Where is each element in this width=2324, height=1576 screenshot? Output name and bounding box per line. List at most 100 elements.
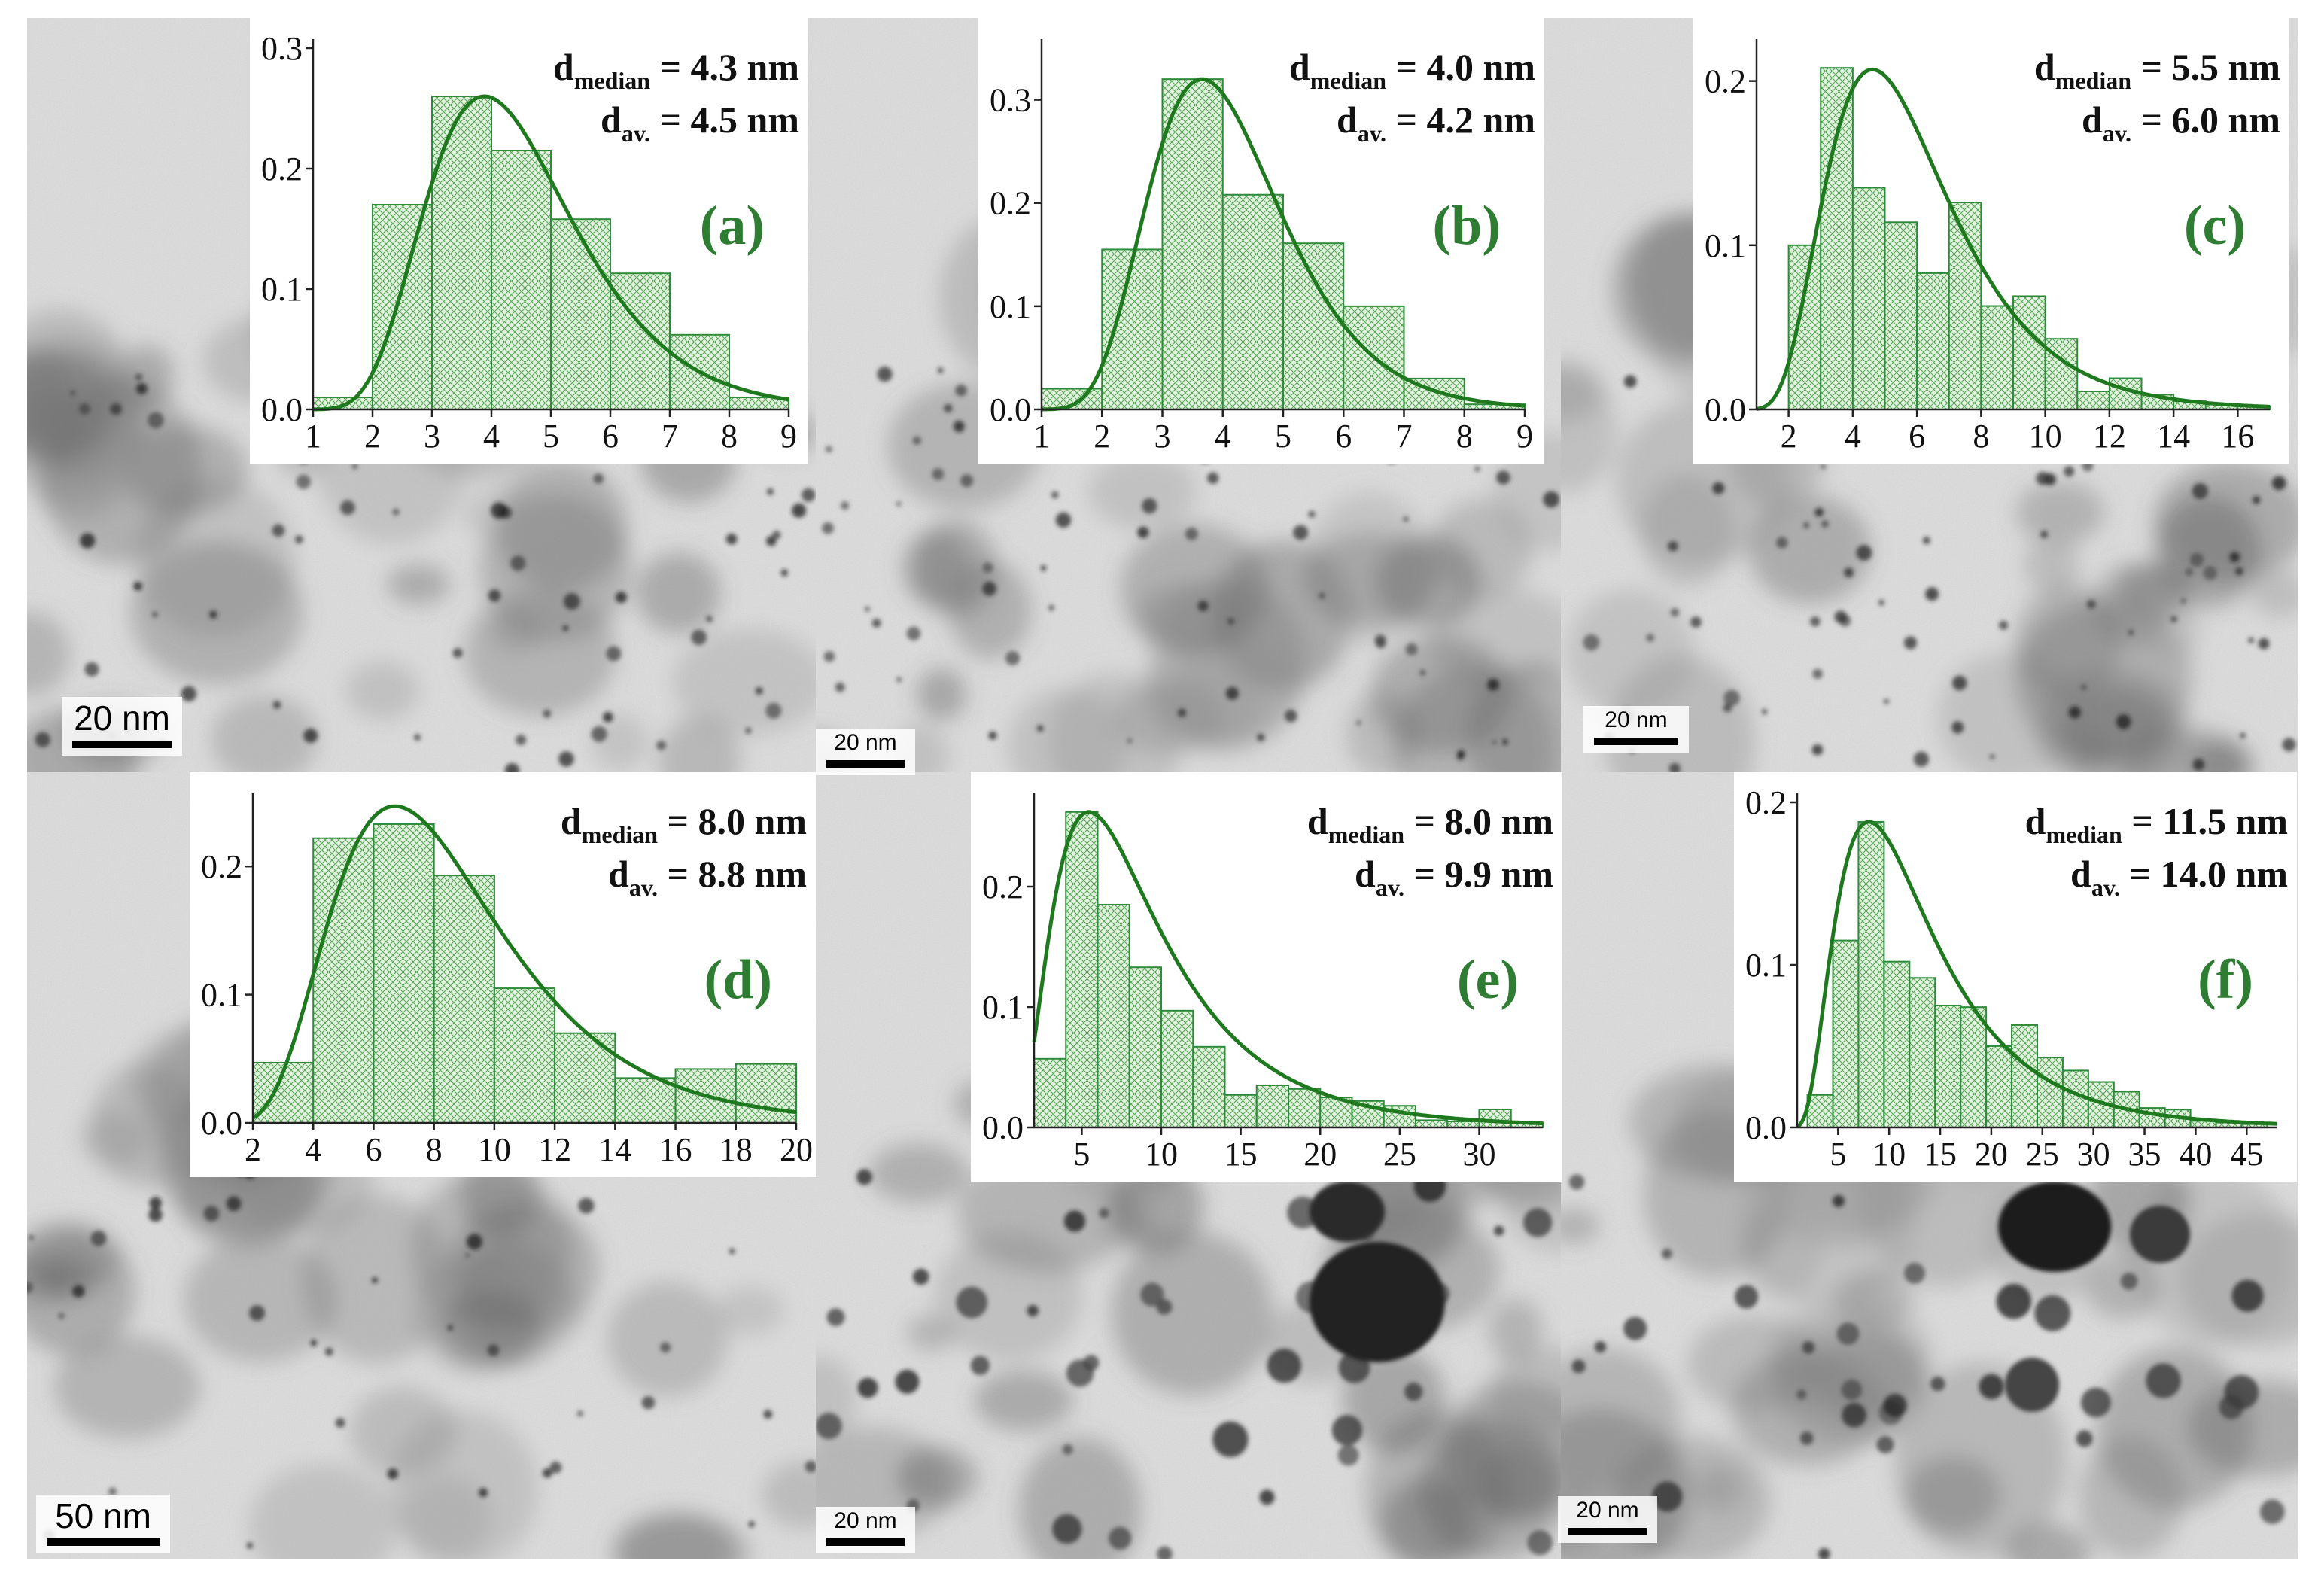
y-tick-label: 0.2 — [201, 848, 242, 885]
x-tick-label: 10 — [478, 1131, 511, 1168]
histogram-bar — [1980, 305, 2014, 410]
x-tick-label: 3 — [424, 418, 440, 455]
histogram-bar — [1255, 1085, 1289, 1128]
histogram-bar — [433, 875, 495, 1124]
x-tick-label: 30 — [2077, 1136, 2110, 1173]
x-tick-label: 5 — [1275, 418, 1291, 455]
x-tick-label: 25 — [1383, 1136, 1416, 1173]
scale-bar-label: 20 nm — [1605, 707, 1667, 732]
histogram-bar — [431, 96, 492, 410]
x-tick-label: 6 — [602, 418, 619, 455]
y-tick-label: 0.0 — [982, 1109, 1024, 1146]
y-tick-label: 0.3 — [990, 82, 1031, 119]
histogram-panel-1: 1 2 3 4 5 6 7 8 9 0.0 0.1 0.2 0.3 dmedian = 4.3 nm dav… — [250, 18, 808, 464]
x-tick-label: 3 — [1154, 418, 1171, 455]
average-diameter: dav. = 6.0 nm — [2082, 99, 2280, 147]
x-tick-label: 8 — [1973, 418, 1989, 455]
x-tick-label: 6 — [1909, 418, 1925, 455]
histogram-bar — [1160, 1009, 1194, 1129]
size-statistics: dmedian = 5.5 nm dav. = 6.0 nm — [2034, 46, 2280, 147]
x-tick-label: 2 — [364, 418, 381, 455]
x-tick-label: 40 — [2179, 1136, 2212, 1173]
x-tick-label: 12 — [538, 1131, 571, 1168]
x-tick-label: 14 — [2157, 418, 2190, 455]
histogram-bar — [1909, 977, 1936, 1129]
scale-bar-line — [1568, 1528, 1647, 1535]
x-tick-label: 15 — [1224, 1136, 1258, 1173]
y-tick-label: 0.1 — [1705, 227, 1746, 264]
y-ticks: 0.0 0.1 0.2 0.3 — [261, 30, 313, 428]
scale-bar-6: 20 nm — [1558, 1496, 1657, 1543]
y-tick-label: 0.0 — [201, 1105, 242, 1142]
histogram-bars — [1787, 67, 2271, 411]
x-tick-label: 9 — [780, 418, 797, 455]
x-tick-label: 10 — [1145, 1136, 1178, 1173]
scale-bar-line — [1594, 738, 1678, 745]
histogram-bar — [1832, 939, 1860, 1128]
y-tick-label: 0.1 — [990, 288, 1031, 325]
histogram-bar — [1787, 244, 1822, 410]
median-diameter: dmedian = 11.5 nm — [2025, 800, 2288, 848]
scale-bar-label: 20 nm — [834, 1508, 896, 1533]
y-tick-label: 0.2 — [1745, 784, 1787, 821]
y-tick-label: 0.1 — [261, 271, 303, 308]
histogram-bar — [1101, 248, 1164, 410]
histogram-bar — [1415, 1119, 1449, 1129]
histogram-bars — [1041, 78, 1526, 411]
x-tick-label: 4 — [1215, 418, 1231, 455]
scale-bar-line — [47, 1538, 160, 1546]
x-tick-label: 2 — [245, 1131, 261, 1168]
histogram-panel-5: 5 10 15 20 25 30 0.0 0.1 0.2 dmedian = 8.0 nm dav.… — [971, 772, 1562, 1182]
average-diameter: dav. = 14.0 nm — [2070, 853, 2288, 901]
size-statistics: dmedian = 4.3 nm dav. = 4.5 nm — [553, 46, 799, 147]
y-tick-label: 0.0 — [261, 391, 303, 428]
histogram-bar — [1282, 242, 1345, 411]
x-ticks: 1 2 3 4 5 6 7 8 9 — [1033, 409, 1533, 455]
histogram-bar — [2061, 1069, 2089, 1129]
x-tick-label: 20 — [1975, 1136, 2008, 1173]
x-tick-label: 45 — [2230, 1136, 2263, 1173]
panel-label: (d) — [704, 949, 772, 1011]
x-tick-label: 15 — [1924, 1136, 1957, 1173]
scale-bar-line — [826, 1538, 905, 1546]
histogram-bar — [1883, 960, 1911, 1129]
x-ticks: 5 10 15 20 25 30 — [1073, 1127, 1496, 1173]
lognormal-fit-line — [1041, 77, 1526, 412]
lognormal-fit-line — [251, 804, 797, 1120]
y-tick-label: 0.2 — [990, 185, 1031, 222]
histogram-panel-3: 2 4 6 8 10 12 14 16 0.0 0.1 0.2 dmedian = 5.5 nm dav… — [1693, 18, 2289, 464]
x-tick-label: 5 — [1830, 1136, 1846, 1173]
histogram-bar — [550, 218, 611, 411]
scale-bar-label: 50 nm — [55, 1496, 151, 1535]
x-tick-label: 9 — [1516, 418, 1533, 455]
y-tick-label: 0.3 — [261, 30, 303, 67]
histogram-bar — [614, 1077, 677, 1124]
y-tick-label: 0.1 — [1745, 947, 1787, 984]
y-ticks: 0.0 0.1 0.2 — [201, 848, 253, 1142]
scale-bars: 20 nm 20 nm 20 nm 50 nm 20 nm 20 nm — [36, 697, 1689, 1553]
x-tick-label: 12 — [2093, 418, 2126, 455]
y-tick-label: 0.2 — [982, 869, 1024, 905]
x-tick-label: 10 — [1872, 1136, 1906, 1173]
x-ticks: 1 2 3 4 5 6 7 8 9 — [305, 409, 797, 455]
scale-bar-3: 20 nm — [1583, 706, 1689, 753]
x-tick-label: 16 — [2221, 418, 2254, 455]
lognormal-fit-line — [1796, 820, 2278, 1129]
histogram-panel-6: 5 10 15 20 25 30 35 40 45 0.0 0.1 0.2 dmedian = 11.5… — [1734, 772, 2297, 1182]
x-tick-label: 4 — [1845, 418, 1861, 455]
x-tick-label: 6 — [365, 1131, 382, 1168]
histogram-bar — [1192, 1045, 1226, 1129]
x-tick-label: 6 — [1335, 418, 1352, 455]
x-tick-label: 7 — [1396, 418, 1413, 455]
x-tick-label: 10 — [2029, 418, 2062, 455]
histogram-bar — [1820, 67, 1854, 410]
histogram-bar — [1478, 1109, 1512, 1128]
histogram-bar — [491, 150, 552, 410]
y-tick-label: 0.1 — [201, 977, 242, 1014]
y-tick-label: 0.2 — [1705, 63, 1746, 100]
panel-label: (c) — [2184, 195, 2246, 257]
y-ticks: 0.0 0.1 0.2 — [982, 869, 1034, 1146]
histogram-bar — [1128, 966, 1162, 1128]
